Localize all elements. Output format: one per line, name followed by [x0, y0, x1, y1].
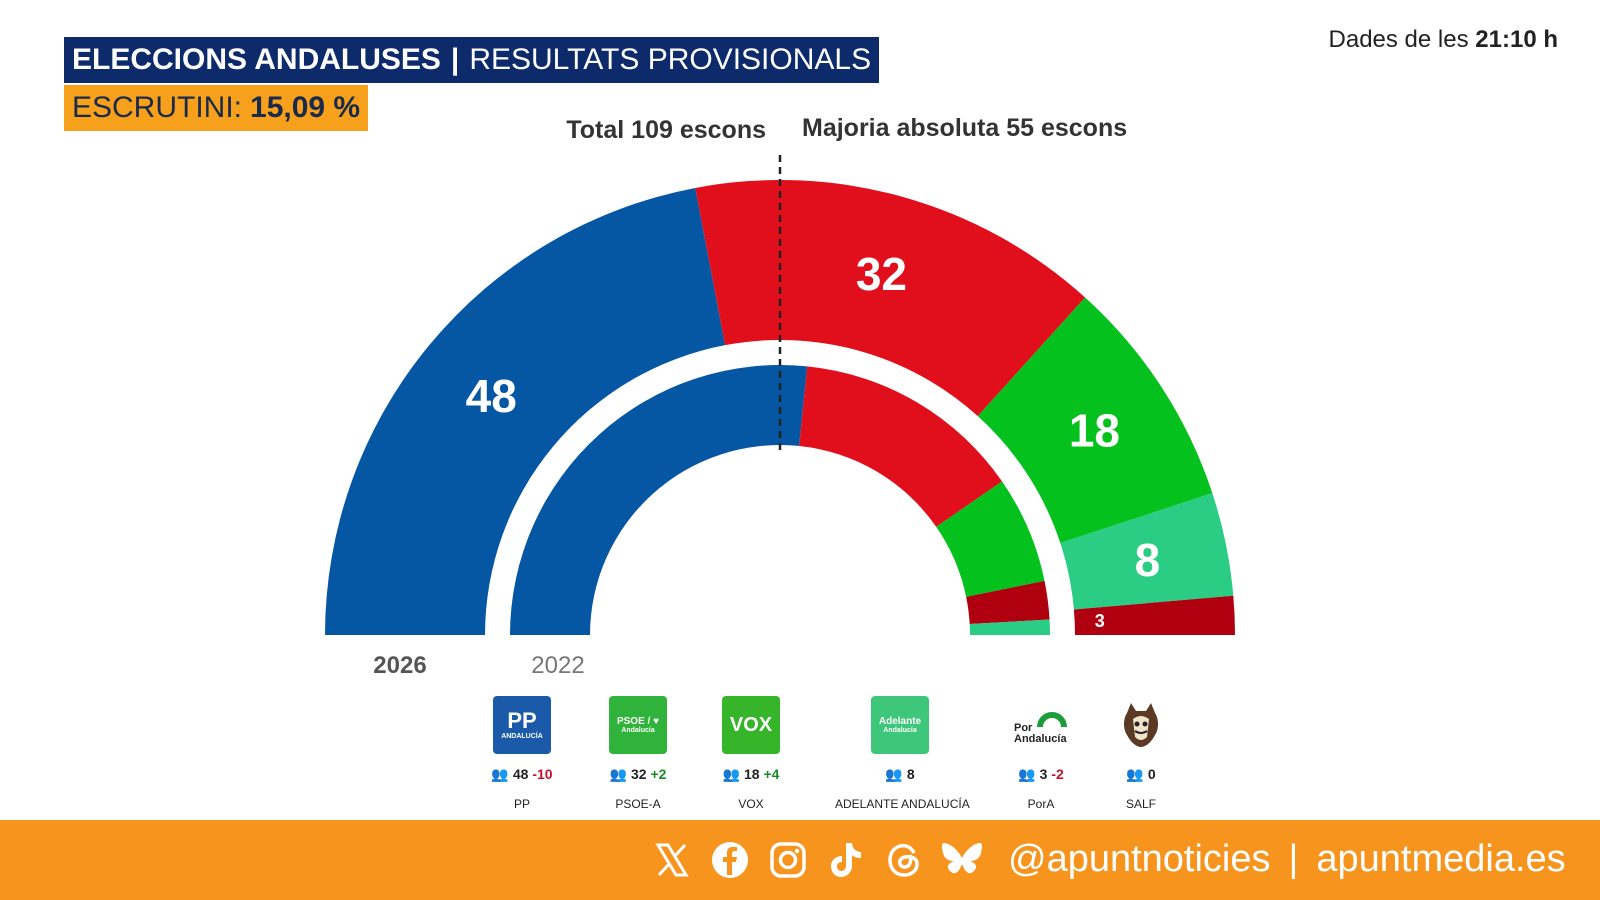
legend-item-pora: Por Andalucía 👥 3 -2 PorA [976, 696, 1106, 811]
hemicycle-chart: 48 32 18 8 3 2026 2022 Total 109 escons Majoria … [325, 114, 1235, 679]
legend-seats-pp: 👥 48 -10 [457, 766, 587, 783]
timestamp-prefix: Dades de les [1328, 26, 1469, 53]
svg-text:Andalucía: Andalucía [1014, 733, 1067, 745]
scrutiny-value: 15,09 % [250, 91, 361, 124]
seat-label-pora: 3 [1095, 611, 1105, 631]
seats-change: -10 [532, 766, 553, 782]
party-name: PP [513, 797, 530, 811]
legend-item-vox: VOX 👥 18 +4 VOX [686, 696, 816, 811]
title-sub: RESULTATS PROVISIONALS [469, 43, 872, 76]
party-name: PorA [1027, 797, 1055, 811]
twitter-handle[interactable]: @apuntnoticies [1008, 838, 1271, 880]
seg-2026-psoe-a [695, 180, 1086, 417]
title-bar: ELECCIONS ANDALUSES | RESULTATS PROVISIO… [64, 37, 880, 83]
seats-change: +4 [763, 766, 780, 782]
legend-seats-pora: 👥 3 -2 [976, 766, 1106, 783]
party-name: SALF [1125, 797, 1156, 811]
legend-seats-salf: 👥 0 [1076, 766, 1206, 783]
seg-2026-pora [1073, 595, 1235, 635]
people-icon: 👥 [885, 766, 903, 782]
people-icon: 👥 [609, 766, 627, 782]
legend-seats-psoe-a: 👥 32 +2 [573, 766, 703, 783]
salf-logo-icon [1112, 696, 1170, 754]
legend-seats-vox: 👥 18 +4 [686, 766, 816, 783]
seat-label-pp: 48 [466, 370, 517, 422]
seats-value: 3 [1039, 766, 1052, 782]
psoe-a-logo-icon: PSOE / ♥ Andalucía [609, 696, 667, 754]
seats-value: 0 [1147, 766, 1156, 782]
svg-text:Por: Por [1014, 722, 1033, 734]
seats-value: 32 [631, 766, 651, 782]
website-link[interactable]: apuntmedia.es [1316, 838, 1566, 880]
seats-value: 18 [744, 766, 764, 782]
scrutiny-label: ESCRUTINI: [72, 91, 243, 124]
year-label-2026: 2026 [373, 652, 426, 679]
title-separator: | [450, 43, 460, 76]
footer-separator: | [1288, 838, 1299, 880]
pora-logo-icon: Por Andalucía [1012, 696, 1070, 754]
seats-change: +2 [650, 766, 667, 782]
seg-2022-vox [936, 481, 1045, 597]
people-icon: 👥 [722, 766, 740, 782]
legend-seats-adelante-andaluc-a: 👥 8 [835, 766, 965, 783]
seg-2026-pp [325, 187, 726, 635]
bluesky-icon[interactable] [940, 838, 984, 882]
party-name: PSOE-A [615, 797, 661, 811]
seg-2022-adelante-andaluc-a [969, 619, 1050, 635]
timestamp-value: 21:10 h [1475, 26, 1558, 53]
seats-change: -2 [1051, 766, 1064, 782]
social-icons [650, 838, 984, 882]
seg-2022-pp [510, 364, 808, 635]
footer-handle: @apuntnoticies | apuntmedia.es [1008, 838, 1566, 881]
people-icon: 👥 [1018, 766, 1036, 782]
legend-item-psoe-a: PSOE / ♥ Andalucía 👥 32 +2 PSOE-A [573, 696, 703, 811]
footer-bar [0, 820, 1600, 900]
total-seats-label: Total 109 escons [566, 116, 766, 144]
x-icon[interactable] [650, 838, 694, 882]
tiktok-icon[interactable] [824, 838, 868, 882]
seg-2026-adelante-andaluc-a [1060, 493, 1234, 610]
seat-label-psoe-a: 32 [856, 248, 907, 300]
majority-label: Majoria absoluta 55 escons [802, 114, 1127, 142]
scrutiny-badge: ESCRUTINI: 15,09 % [64, 85, 369, 131]
data-timestamp: Dades de les 21:10 h [1329, 26, 1558, 54]
pp-logo-icon: PP ANDALUCÍA [493, 696, 551, 754]
year-label-2022: 2022 [531, 652, 584, 679]
people-icon: 👥 [491, 766, 509, 782]
seg-2022-pora [966, 580, 1050, 625]
seats-value: 48 [512, 766, 533, 782]
seat-label-vox: 18 [1069, 405, 1120, 457]
people-icon: 👥 [1126, 766, 1144, 782]
seg-2026-vox [977, 297, 1213, 544]
legend-item-salf: 👥 0 SALF [1076, 696, 1206, 811]
adelante-andaluc-a-logo-icon: Adelante Andalucía [871, 696, 929, 754]
vox-logo-icon: VOX [722, 696, 780, 754]
seats-value: 8 [906, 766, 915, 782]
title-main: ELECCIONS ANDALUSES [72, 43, 441, 76]
party-name: VOX [738, 797, 764, 811]
seat-label-adelante-andaluc-a: 8 [1135, 534, 1161, 586]
legend-item-pp: PP ANDALUCÍA 👥 48 -10 PP [457, 696, 587, 811]
instagram-icon[interactable] [766, 838, 810, 882]
seg-2022-psoe-a [799, 366, 1003, 527]
party-name: ADELANTE ANDALUCÍA [835, 797, 970, 811]
threads-icon[interactable] [882, 838, 926, 882]
legend-item-adelante-andaluc-a: Adelante Andalucía 👥 8 ADELANTE ANDALUCÍA [835, 696, 970, 811]
facebook-icon[interactable] [708, 838, 752, 882]
